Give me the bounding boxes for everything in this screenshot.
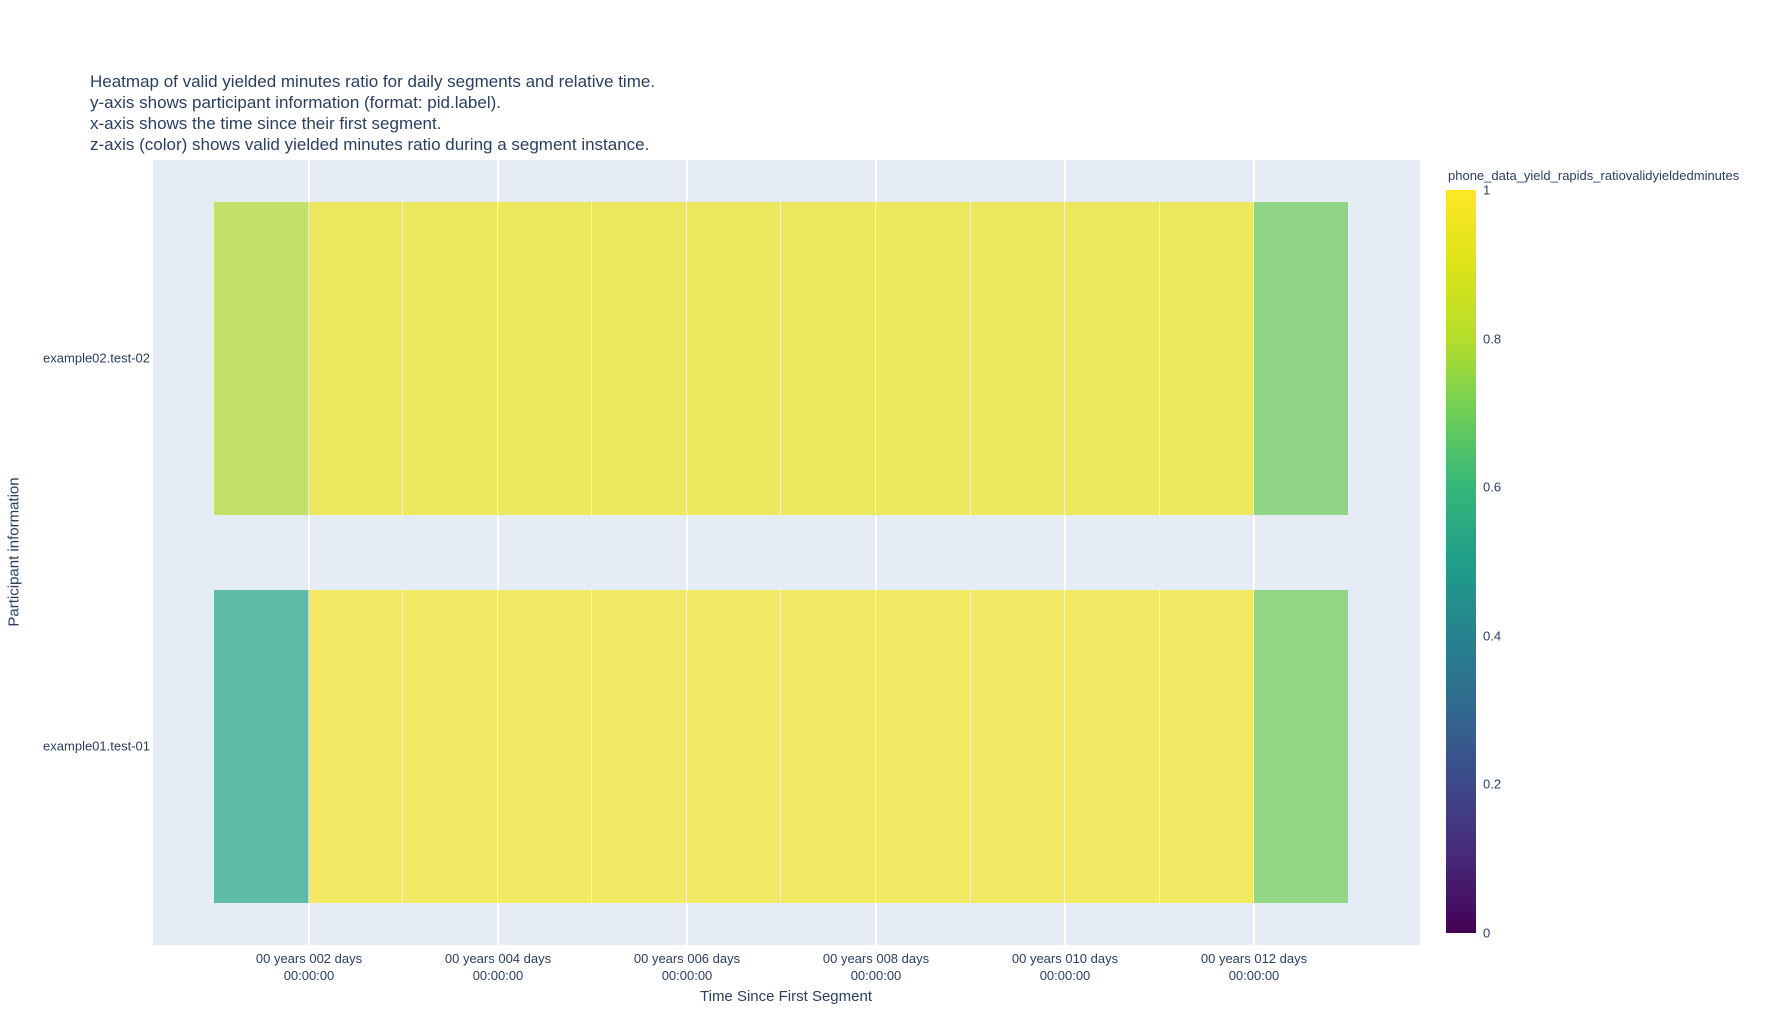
gridline bbox=[308, 160, 310, 945]
x-tick-label: 00 years 006 days 00:00:00 bbox=[633, 951, 741, 983]
colorbar-tick-label: 0.6 bbox=[1483, 479, 1502, 495]
colorbar-title: phone_data_yield_rapids_ratiovalidyielde… bbox=[1448, 168, 1740, 183]
chart-title: Heatmap of valid yielded minutes ratio f… bbox=[90, 71, 655, 155]
heatmap-cell[interactable] bbox=[1065, 590, 1160, 903]
heatmap-cell[interactable] bbox=[1159, 202, 1255, 515]
heatmap-cell[interactable] bbox=[1159, 590, 1255, 903]
chart-title-line: x-axis shows the time since their first … bbox=[90, 114, 442, 133]
heatmap-cell[interactable] bbox=[214, 202, 309, 515]
x-tick-label: 00 years 010 days 00:00:00 bbox=[1011, 951, 1119, 983]
heatmap-cell[interactable] bbox=[781, 202, 877, 515]
plot-area[interactable] bbox=[153, 160, 1420, 945]
heatmap-cell[interactable] bbox=[686, 202, 782, 515]
y-axis-title: Participant information bbox=[5, 477, 23, 627]
heatmap-cell[interactable] bbox=[876, 590, 971, 903]
colorbar-tick-label: 0 bbox=[1483, 925, 1491, 941]
gridline bbox=[875, 160, 877, 945]
heatmap-cell[interactable] bbox=[497, 202, 593, 515]
heatmap-cell[interactable] bbox=[970, 202, 1066, 515]
heatmap-cell[interactable] bbox=[686, 590, 782, 903]
y-tick-label: example01.test-01 bbox=[43, 738, 150, 754]
heatmap-row bbox=[214, 590, 1348, 903]
colorbar-tick-label: 0.2 bbox=[1483, 776, 1502, 792]
heatmap-cell[interactable] bbox=[876, 202, 971, 515]
x-tick-label: 00 years 004 days 00:00:00 bbox=[444, 951, 552, 983]
colorbar-gradient bbox=[1446, 190, 1476, 933]
heatmap-cell[interactable] bbox=[214, 590, 309, 903]
gridline bbox=[686, 160, 688, 945]
x-tick-label: 00 years 012 days 00:00:00 bbox=[1200, 951, 1308, 983]
heatmap-row bbox=[214, 202, 1348, 515]
gridline bbox=[497, 160, 499, 945]
y-tick-label: example02.test-02 bbox=[43, 350, 150, 366]
colorbar-tick-label: 1 bbox=[1483, 182, 1491, 198]
chart-title-line: z-axis (color) shows valid yielded minut… bbox=[90, 135, 650, 154]
gridline bbox=[1253, 160, 1255, 945]
chart-title-line: y-axis shows participant information (fo… bbox=[90, 93, 501, 112]
x-axis-title: Time Since First Segment bbox=[700, 988, 872, 1005]
colorbar-tick-label: 0.4 bbox=[1483, 628, 1502, 644]
heatmap-cell[interactable] bbox=[308, 590, 404, 903]
gridline bbox=[1064, 160, 1066, 945]
heatmap-cell[interactable] bbox=[1254, 202, 1348, 515]
x-tick-label: 00 years 002 days 00:00:00 bbox=[255, 951, 363, 983]
chart-title-line: Heatmap of valid yielded minutes ratio f… bbox=[90, 72, 656, 91]
heatmap-cell[interactable] bbox=[592, 590, 687, 903]
heatmap-cell[interactable] bbox=[1065, 202, 1160, 515]
heatmap-cell[interactable] bbox=[781, 590, 877, 903]
colorbar-tick-label: 0.8 bbox=[1483, 331, 1502, 347]
heatmap-cell[interactable] bbox=[1254, 590, 1348, 903]
heatmap-cell[interactable] bbox=[403, 590, 498, 903]
heatmap-cell[interactable] bbox=[403, 202, 498, 515]
heatmap-cell[interactable] bbox=[592, 202, 687, 515]
x-tick-label: 00 years 008 days 00:00:00 bbox=[822, 951, 930, 983]
heatmap-cell[interactable] bbox=[497, 590, 593, 903]
heatmap-cell[interactable] bbox=[308, 202, 404, 515]
heatmap-cell[interactable] bbox=[970, 590, 1066, 903]
